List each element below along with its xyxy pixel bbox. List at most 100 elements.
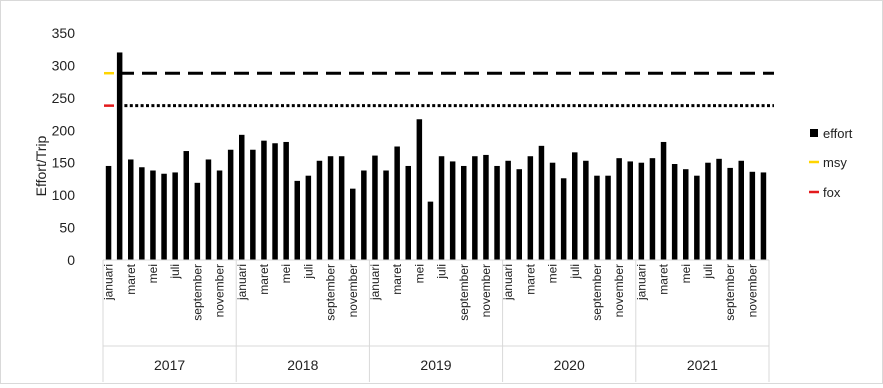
effort-bar [483, 154, 489, 260]
effort-bar [316, 160, 323, 260]
year-label: 2020 [554, 357, 585, 373]
y-tick-label: 0 [67, 252, 75, 268]
effort-bar [716, 158, 722, 260]
month-tick-label: januari [501, 264, 515, 301]
effort-bar [139, 167, 145, 260]
effort-bar [549, 162, 556, 260]
effort-bar [727, 167, 733, 260]
effort-bar [505, 160, 511, 260]
effort-bar [538, 145, 545, 260]
month-tick-label: juli [568, 264, 582, 280]
effort-legend-swatch [810, 129, 818, 137]
effort-bar [749, 171, 756, 260]
month-tick-label: juli [301, 264, 315, 280]
effort-bar [616, 158, 622, 260]
effort-bar [239, 134, 245, 260]
effort-bar [150, 170, 156, 260]
y-axis-ticks: 0 50 100 150 200 250 300 350 [52, 25, 76, 268]
effort-bar [172, 172, 178, 260]
effort-bar [394, 146, 400, 260]
effort-bar [449, 161, 456, 260]
month-tick-label: november [745, 264, 759, 317]
reference-lines [104, 71, 774, 108]
month-tick-label: mei [679, 264, 693, 283]
effort-bar [383, 170, 389, 260]
effort-bar [272, 143, 278, 260]
effort-bar [494, 165, 500, 260]
effort-bar [560, 178, 567, 260]
effort-bar [183, 151, 189, 260]
effort-bar [128, 159, 134, 260]
month-tick-label: juli [168, 264, 182, 280]
effort-bar [694, 175, 700, 260]
effort-bar [416, 119, 423, 260]
month-tick-label: september [723, 264, 737, 321]
effort-bar [216, 170, 223, 260]
effort-bar [427, 201, 434, 260]
y-tick-label: 350 [52, 25, 76, 41]
effort-bar [250, 149, 256, 260]
month-tick-label: mei [146, 264, 160, 283]
month-tick-label: november [346, 264, 360, 317]
effort-bar [738, 160, 744, 260]
effort-bar [572, 152, 578, 260]
effort-bar [205, 159, 212, 260]
effort-bar [194, 182, 201, 260]
y-tick-label: 300 [52, 57, 76, 73]
y-axis-title: Effort/Trip [33, 135, 49, 196]
effort-bar [516, 169, 522, 260]
effort-bar [227, 149, 234, 260]
effort-bar [649, 158, 656, 260]
year-label: 2018 [287, 357, 318, 373]
effort-bar [438, 156, 445, 260]
month-tick-label: maret [257, 263, 271, 294]
effort-bar [327, 156, 334, 260]
effort-bar [405, 165, 411, 260]
effort-bar [705, 162, 711, 260]
y-tick-label: 100 [52, 187, 76, 203]
month-tick-label: januari [235, 264, 249, 301]
effort-bar [116, 52, 123, 261]
month-tick-label: november [213, 264, 227, 317]
effort-bar [461, 165, 467, 260]
month-tick-label: mei [412, 264, 426, 283]
effort-bar [361, 170, 367, 260]
month-tick-label: januari [634, 264, 648, 301]
effort-bar [261, 140, 267, 260]
month-tick-label: maret [124, 263, 138, 294]
effort-bar [294, 180, 300, 260]
effort-bar [660, 141, 667, 260]
effort-bar [683, 169, 689, 260]
effort-bar [760, 172, 767, 260]
month-tick-label: mei [546, 264, 560, 283]
effort-bar [305, 175, 312, 260]
month-tick-label: maret [390, 263, 404, 294]
msy-legend-label: msy [823, 155, 847, 170]
month-tick-label: mei [279, 264, 293, 283]
effort-bar [161, 173, 167, 260]
month-tick-label: maret [523, 263, 537, 294]
effort-bar [638, 162, 645, 260]
month-tick-label: september [590, 264, 604, 321]
month-tick-label: november [479, 264, 493, 317]
month-tick-label: januari [102, 264, 116, 301]
y-tick-label: 50 [59, 220, 75, 236]
month-tick-label: september [190, 264, 204, 321]
effort-bar [527, 156, 534, 260]
effort-bar [605, 175, 611, 260]
effort-bar [472, 156, 478, 260]
month-tick-label: september [324, 264, 338, 321]
y-tick-label: 150 [52, 155, 76, 171]
y-tick-label: 250 [52, 90, 76, 106]
fox-legend-label: fox [823, 185, 841, 200]
month-tick-label: juli [701, 264, 715, 280]
effort-bar [105, 165, 112, 260]
effort-bar [350, 188, 356, 260]
month-tick-label: juli [435, 264, 449, 280]
year-label: 2019 [420, 357, 451, 373]
effort-legend-label: effort [823, 126, 853, 141]
effort-bar [671, 164, 678, 260]
year-label: 2017 [154, 357, 185, 373]
